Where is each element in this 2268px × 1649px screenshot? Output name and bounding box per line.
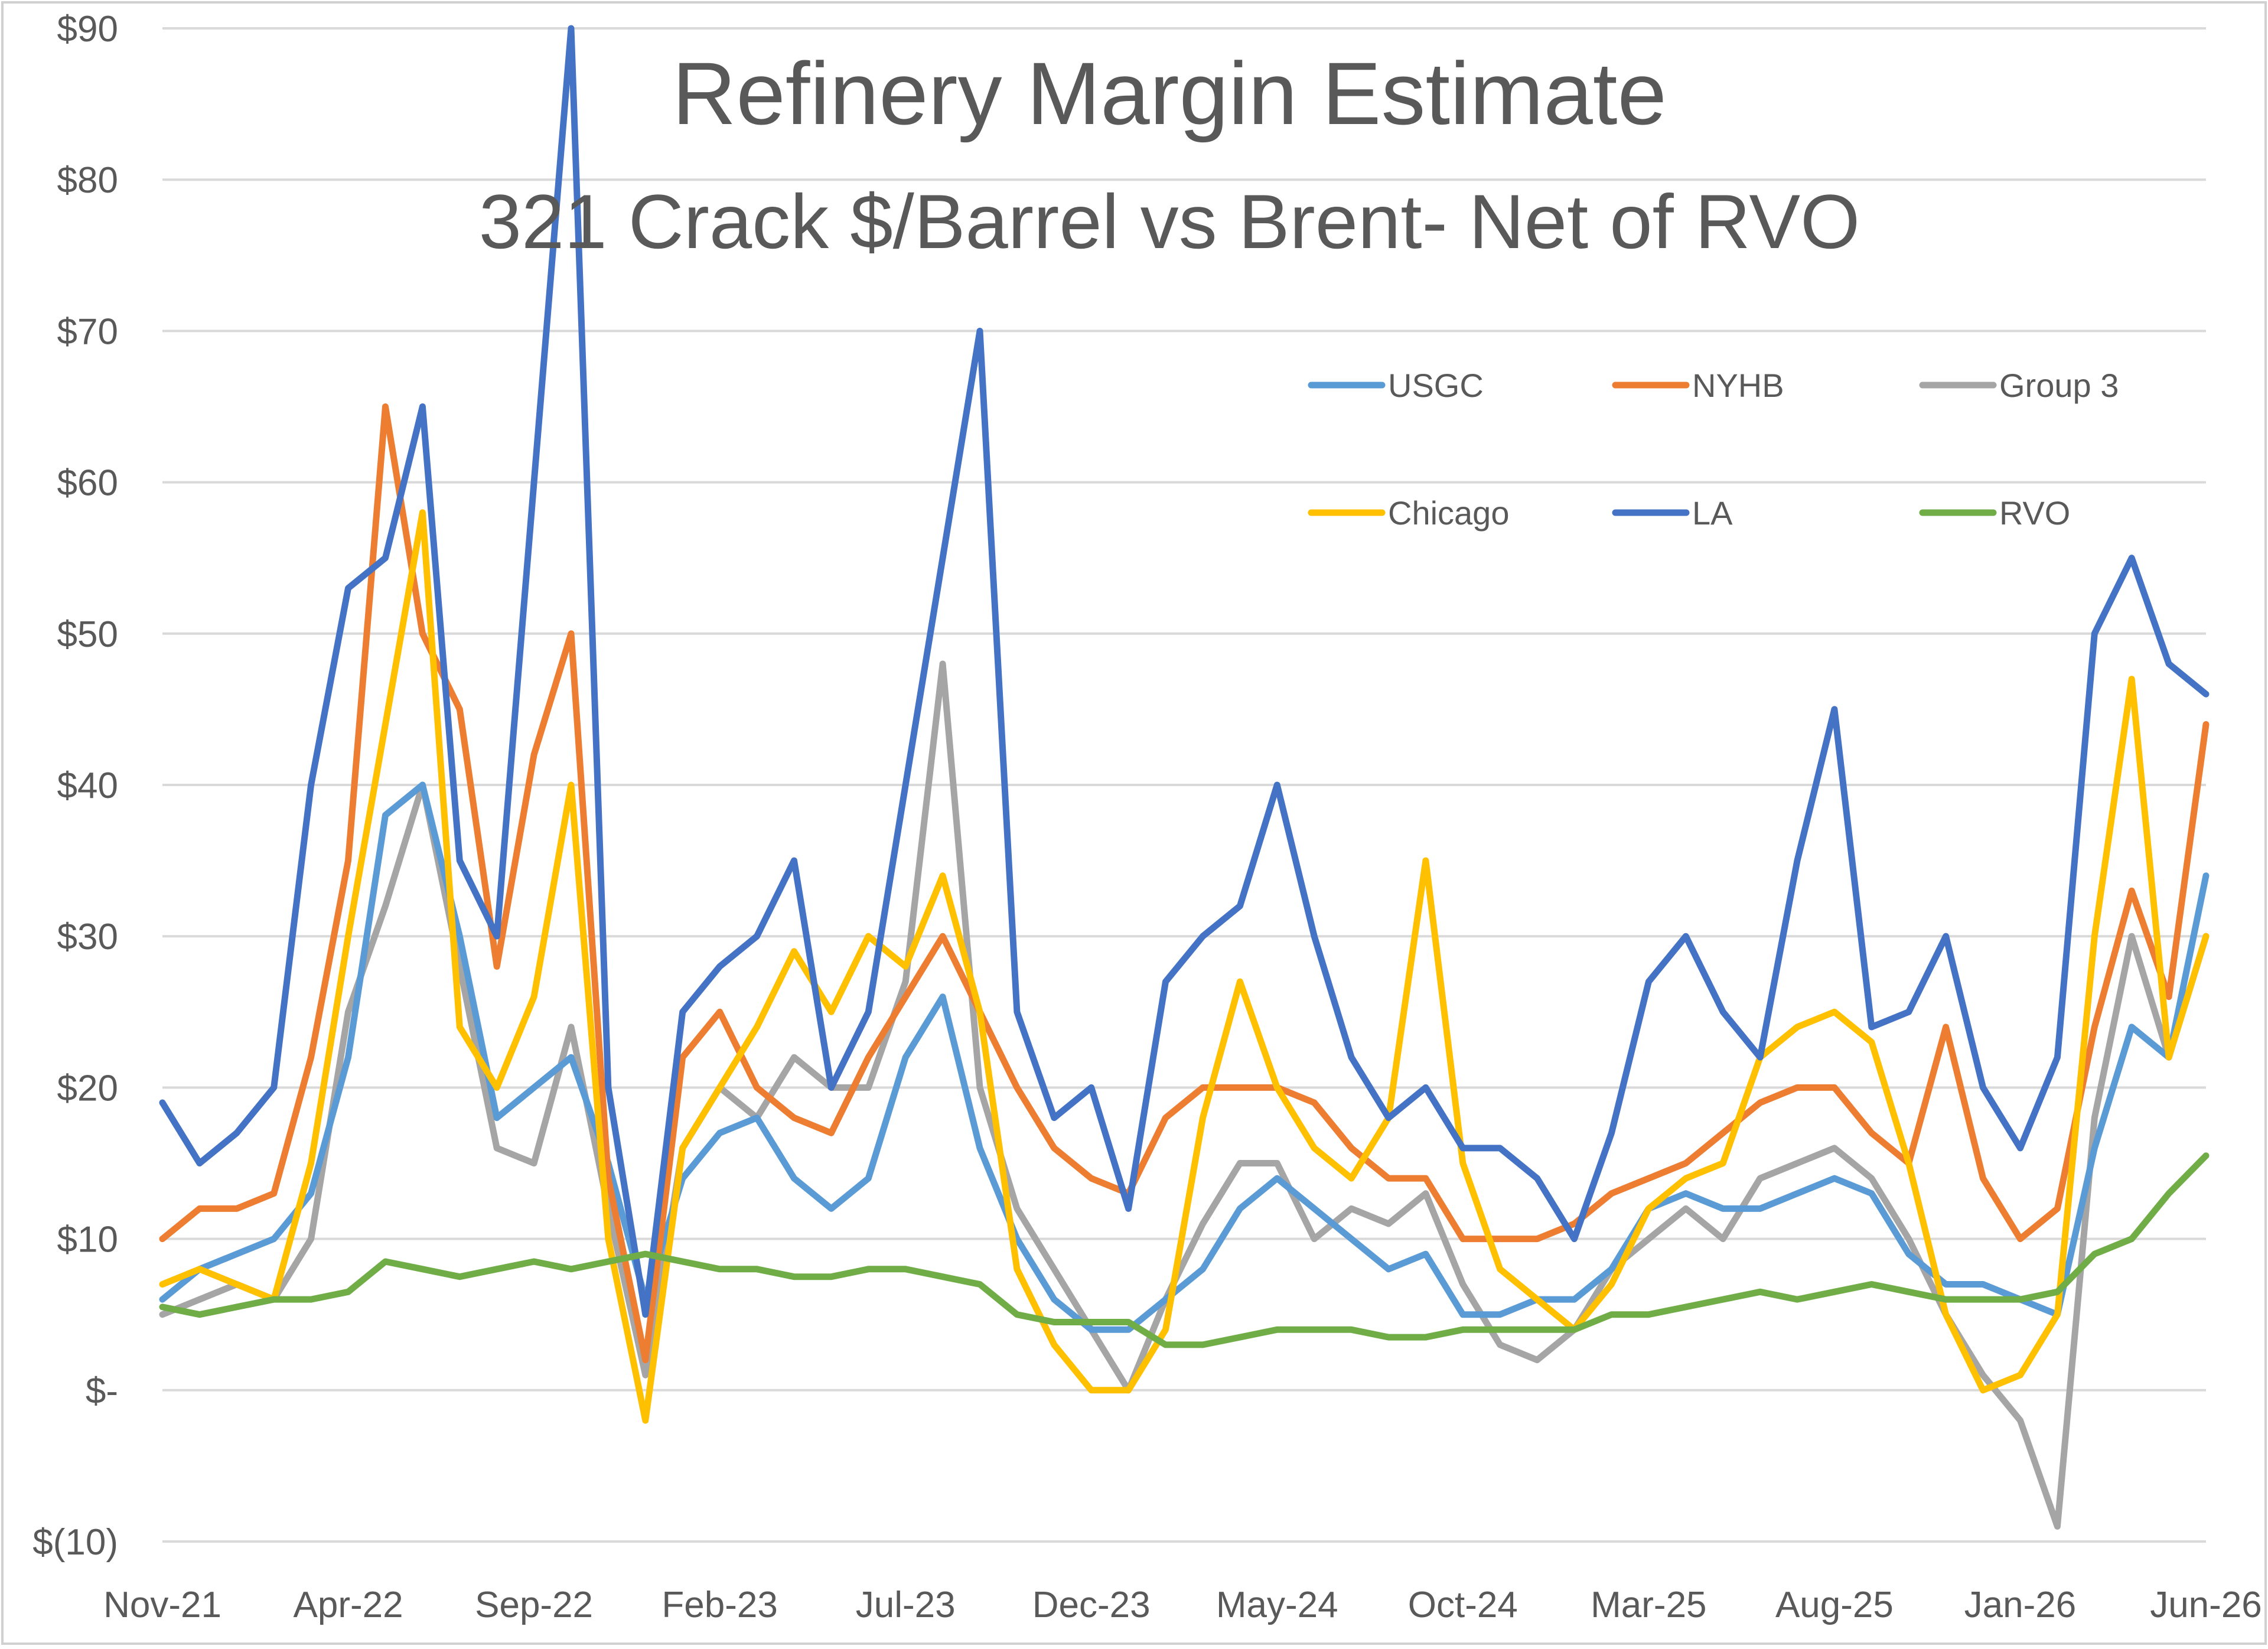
x-tick-label: Aug-25 (1775, 1585, 1894, 1625)
series-lines (159, 25, 2210, 1530)
x-tick-label: Mar-25 (1591, 1585, 1706, 1625)
y-tick-label: $80 (57, 160, 118, 201)
y-tick-label: $(10) (32, 1522, 118, 1563)
y-tick-label: $90 (57, 9, 118, 50)
x-tick-label: Oct-24 (1408, 1585, 1518, 1625)
legend-label-chicago: Chicago (1388, 494, 1509, 532)
series-line-la (159, 25, 2210, 1318)
series-line-nyhb (159, 403, 2210, 1364)
legend-label-rvo: RVO (1999, 494, 2070, 532)
y-tick-label: $60 (57, 463, 118, 504)
gridlines (162, 27, 2206, 1543)
x-axis-tick-labels: Nov-21 Apr-22 Sep-22 Feb-23 Jul-23 Dec-23 May-… (103, 1585, 2262, 1625)
x-tick-label: Jan-26 (1964, 1585, 2077, 1625)
x-tick-label: Dec-23 (1032, 1585, 1151, 1625)
x-tick-label: Apr-22 (293, 1585, 403, 1625)
legend-label-nyhb: NYHB (1692, 367, 1784, 404)
x-tick-label: Nov-21 (103, 1585, 221, 1625)
y-tick-label: $50 (57, 614, 118, 655)
series-line-group-3 (159, 660, 2210, 1530)
legend-label-group-3: Group 3 (1999, 367, 2119, 404)
x-tick-label: Sep-22 (475, 1585, 593, 1625)
series-line-chicago (159, 509, 2210, 1424)
series-line-rvo (159, 1152, 2210, 1348)
legend-label-usgc: USGC (1388, 367, 1484, 404)
legend: USGC NYHB Group 3 Chicago LA RVO (1308, 367, 2119, 532)
x-tick-label: May-24 (1216, 1585, 1338, 1625)
series-line-usgc (159, 781, 2210, 1333)
y-tick-label: $30 (57, 917, 118, 957)
chart-titles: Refinery Margin Estimate 321 Crack $/Bar… (479, 44, 1860, 265)
y-tick-label: $10 (57, 1220, 118, 1260)
legend-label-la: LA (1692, 494, 1733, 532)
y-tick-label: $- (86, 1371, 118, 1412)
y-tick-label: $40 (57, 765, 118, 806)
x-tick-label: Jun-26 (2150, 1585, 2262, 1625)
y-axis-tick-labels: $(10) $- $10 $20 $30 $40 $50 $60 $70 $80 $90 (32, 9, 118, 1563)
chart-subtitle: 321 Crack $/Barrel vs Brent- Net of RVO (479, 178, 1860, 265)
y-tick-label: $70 (57, 311, 118, 352)
y-tick-label: $20 (57, 1068, 118, 1109)
x-tick-label: Feb-23 (662, 1585, 777, 1625)
x-tick-label: Jul-23 (856, 1585, 956, 1625)
chart-title: Refinery Margin Estimate (672, 44, 1667, 143)
